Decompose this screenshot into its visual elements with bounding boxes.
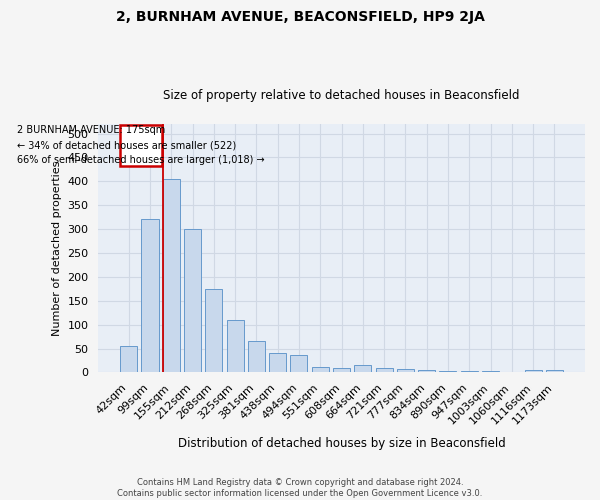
FancyBboxPatch shape: [120, 125, 161, 166]
Title: Size of property relative to detached houses in Beaconsfield: Size of property relative to detached ho…: [163, 89, 520, 102]
Text: Contains HM Land Registry data © Crown copyright and database right 2024.
Contai: Contains HM Land Registry data © Crown c…: [118, 478, 482, 498]
Bar: [376, 368, 392, 372]
Bar: [269, 354, 286, 372]
Bar: [142, 218, 158, 372]
Bar: [248, 342, 265, 372]
Bar: [397, 368, 414, 372]
Text: 2 BURNHAM AVENUE: 175sqm
← 34% of detached houses are smaller (522)
66% of semi-: 2 BURNHAM AVENUE: 175sqm ← 34% of detach…: [17, 126, 265, 165]
Bar: [333, 368, 350, 372]
Bar: [184, 229, 201, 372]
Bar: [439, 370, 457, 372]
Bar: [205, 289, 223, 372]
Y-axis label: Number of detached properties: Number of detached properties: [52, 160, 62, 336]
Bar: [120, 346, 137, 372]
Bar: [312, 366, 329, 372]
Text: 2, BURNHAM AVENUE, BEACONSFIELD, HP9 2JA: 2, BURNHAM AVENUE, BEACONSFIELD, HP9 2JA: [116, 10, 484, 24]
Bar: [163, 179, 180, 372]
Bar: [227, 320, 244, 372]
Bar: [461, 371, 478, 372]
Bar: [355, 365, 371, 372]
Bar: [418, 370, 435, 372]
Bar: [290, 354, 307, 372]
Bar: [546, 370, 563, 372]
X-axis label: Distribution of detached houses by size in Beaconsfield: Distribution of detached houses by size …: [178, 437, 505, 450]
Bar: [524, 370, 542, 372]
